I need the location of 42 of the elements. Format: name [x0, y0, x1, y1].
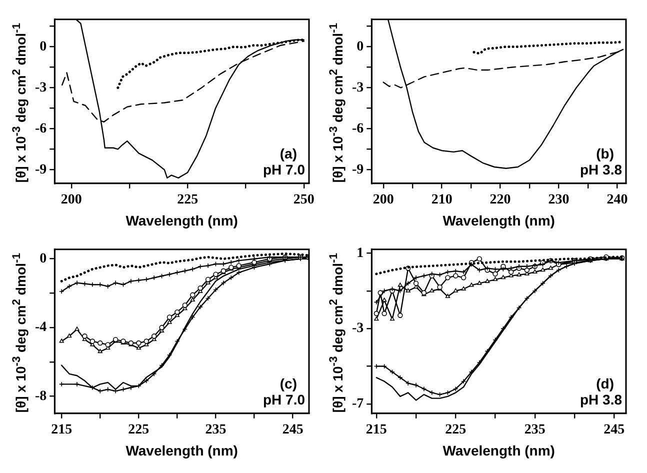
y-tick-label: -3	[352, 321, 364, 336]
x-tick-label: 220	[490, 192, 511, 208]
x-tick-label: 215	[51, 422, 72, 438]
x-tick-label: 225	[128, 422, 150, 438]
y-tick-label: -6	[34, 121, 47, 136]
annotation: (c)	[280, 375, 297, 392]
y-tick-label: -3	[34, 80, 47, 96]
x-axis-title: Wavelength (nm)	[442, 212, 555, 228]
annotation: (b)	[596, 145, 614, 162]
y-tick-label: 1	[356, 246, 364, 261]
x-tick-label: 215	[366, 422, 387, 438]
y-tick-label: -8	[34, 388, 47, 404]
x-tick-label: 235	[524, 422, 546, 438]
x-tick-label: 225	[177, 192, 198, 208]
y-tick-label: 0	[40, 251, 47, 266]
annotation: pH 3.8	[580, 161, 622, 178]
y-tick-label: -9	[34, 162, 47, 178]
x-tick-label: 250	[293, 192, 314, 208]
y-tick-label: 0	[40, 39, 47, 54]
annotation: (d)	[596, 375, 614, 392]
x-tick-label: 245	[282, 422, 304, 438]
y-tick-label: -7	[352, 396, 364, 412]
x-tick-label: 235	[205, 422, 226, 438]
y-tick-label: -3	[352, 80, 364, 96]
x-axis-title: Wavelength (nm)	[126, 442, 238, 458]
x-tick-label: 210	[431, 192, 452, 208]
y-tick-label: 0	[356, 39, 364, 54]
x-tick-label: 225	[445, 422, 466, 438]
x-tick-label: 200	[60, 192, 82, 208]
y-tick-label: -6	[352, 121, 364, 136]
annotation: pH 7.0	[262, 391, 306, 408]
y-tick-label: -4	[34, 320, 47, 336]
annotation: (a)	[280, 145, 297, 162]
x-axis-title: Wavelength (nm)	[442, 442, 555, 458]
x-tick-label: 230	[548, 192, 570, 208]
x-tick-label: 245	[604, 422, 625, 438]
annotation: pH 3.8	[580, 391, 622, 408]
x-axis-title: Wavelength (nm)	[126, 212, 238, 228]
y-tick-label: -9	[352, 162, 364, 178]
x-tick-label: 200	[372, 192, 394, 208]
x-tick-label: 240	[606, 192, 628, 208]
annotation: pH 7.0	[262, 161, 306, 178]
